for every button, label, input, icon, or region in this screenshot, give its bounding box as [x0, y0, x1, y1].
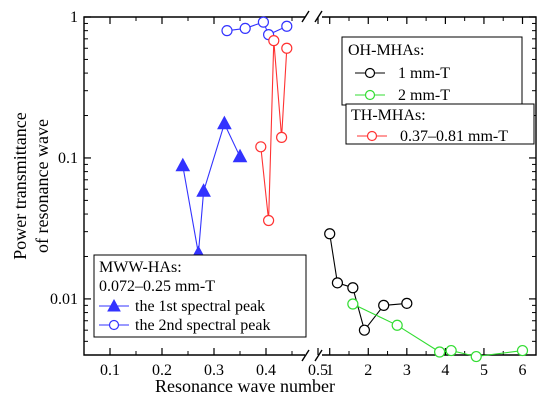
- data-point-circle: [281, 42, 293, 54]
- legend-oh-th: OH-MHAs: 1 mm-T 2 mm-T TH-MHAs: 0.37–0.8…: [341, 36, 535, 145]
- axis-break-marks: [301, 10, 323, 362]
- x-axis-ticks: 0.1 0.2 0.3 0.4 0.51 2 3 4 5 6: [83, 17, 527, 379]
- y-axis-ticks: 1 0.1 0.01: [50, 9, 536, 356]
- data-point-triangle: [232, 148, 248, 163]
- legend-th-title: TH-MHAs:: [351, 107, 426, 124]
- y-tick-label: 0.1: [58, 150, 78, 167]
- data-point-triangle: [175, 157, 191, 172]
- x-right-tick-label: 2: [364, 362, 372, 379]
- x-right-tick-label: 4: [441, 362, 449, 379]
- data-point-circle: [255, 141, 267, 153]
- data-point-triangle: [217, 115, 232, 130]
- legend-entry-2nd-marker: [108, 319, 120, 331]
- series-line-2: [260, 40, 288, 221]
- legend-entry-2nd-label: the 2nd spectral peak: [135, 317, 271, 334]
- data-point-circle: [281, 20, 293, 32]
- x-right-tick-label: 5: [480, 362, 488, 379]
- legend-entry-2mm-marker: [364, 89, 376, 101]
- legend-entry-th-marker: [366, 130, 378, 142]
- legend-mww-title: MWW-HAs:: [99, 259, 182, 276]
- series-line-1: [226, 21, 288, 36]
- x-right-tick-label: 1: [326, 362, 334, 379]
- x-right-tick-label: 3: [403, 362, 411, 379]
- data-point-circle: [470, 350, 482, 363]
- data-point-circle: [401, 297, 413, 309]
- data-point-circle: [378, 299, 390, 311]
- legend-mww-subtitle: 0.072–0.25 mm-T: [99, 278, 215, 295]
- data-point-circle: [347, 282, 359, 294]
- data-point-circle: [263, 214, 275, 227]
- legend-entry-1st-marker: [107, 298, 121, 312]
- data-point-circle: [268, 35, 280, 47]
- legend-mww-box: [93, 254, 307, 338]
- x-left-tick-label: 0.5: [308, 362, 328, 379]
- x-right-tick-label: 6: [519, 362, 527, 379]
- legend-entry-2mm-label: 2 mm-T: [398, 87, 450, 104]
- y-tick-label: 1: [70, 9, 78, 26]
- legend-oh-title: OH-MHAs:: [348, 42, 424, 59]
- data-point-circle: [347, 298, 359, 310]
- legend-mww: MWW-HAs: 0.072–0.25 mm-T the 1st spectra…: [93, 254, 307, 338]
- data-point-circle: [331, 277, 344, 289]
- data-point-circle: [358, 324, 371, 336]
- x-left-tick-label: 0.2: [152, 362, 172, 379]
- data-point-circle: [257, 16, 269, 28]
- data-point-circle: [221, 25, 233, 37]
- left-panel-frame: [83, 16, 305, 356]
- plot-frame: [83, 16, 537, 356]
- legend-entry-th-label: 0.37–0.81 mm-T: [400, 128, 508, 145]
- legend-entry-1st-label: the 1st spectral peak: [135, 298, 265, 315]
- legend-entry-1mm-marker: [364, 67, 376, 79]
- y-tick-label: 0.01: [50, 291, 78, 308]
- y-axis-label-line-2: of resonance wave: [32, 119, 52, 253]
- y-axis-label-line-1: Power transmittance: [10, 112, 30, 259]
- x-left-tick-label: 0.3: [204, 362, 224, 379]
- data-point-triangle: [196, 183, 211, 197]
- x-axis-label: Resonance wave number: [155, 376, 335, 396]
- data-point-circle: [445, 344, 457, 357]
- x-left-tick-label: 0.1: [100, 362, 120, 379]
- data-point-circle: [324, 228, 336, 240]
- data-point-circle: [239, 22, 251, 35]
- series-line-0: [182, 122, 241, 254]
- data-point-circle: [391, 319, 403, 331]
- right-panel-frame: [322, 16, 537, 356]
- series-layer: [175, 16, 529, 363]
- x-left-tick-label: 0.4: [256, 362, 276, 379]
- data-point-circle: [434, 346, 446, 358]
- series-line-4: [352, 303, 523, 358]
- data-point-circle: [516, 344, 529, 357]
- legend-entry-1mm-label: 1 mm-T: [398, 65, 450, 82]
- legend-th-box: [345, 103, 535, 145]
- data-point-circle: [276, 131, 288, 143]
